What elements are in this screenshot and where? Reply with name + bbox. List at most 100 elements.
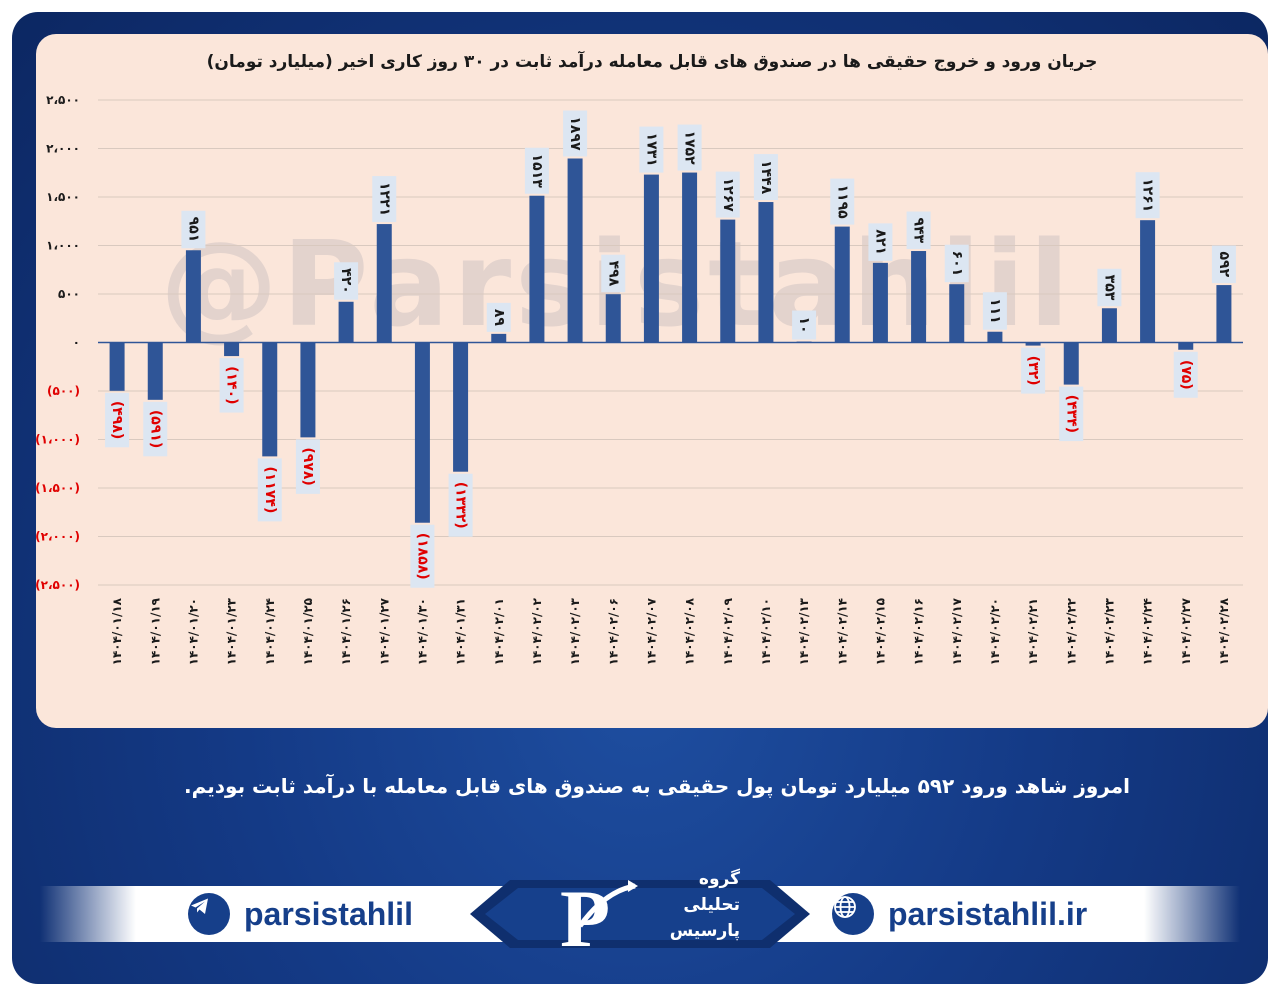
data-label-box bbox=[410, 524, 435, 588]
data-label: ۱۷۵۲ bbox=[677, 124, 702, 171]
bar bbox=[262, 342, 278, 457]
bar bbox=[376, 224, 392, 343]
data-label: ۹۴۳ bbox=[906, 211, 931, 250]
y-tick-label: (۵۰۰) bbox=[47, 384, 80, 398]
data-label: (۵۹۱) bbox=[143, 401, 168, 457]
bar bbox=[453, 342, 469, 472]
x-tick-label: ۱۴۰۴/۰۲/۲۰ bbox=[988, 598, 1002, 665]
data-label-text: (۴۹۸) bbox=[109, 401, 125, 439]
data-label-text: ۹۴۳ bbox=[911, 217, 927, 243]
data-label: ۱۲۲۱ bbox=[372, 176, 397, 223]
data-label-box bbox=[181, 210, 206, 249]
x-tick-label: ۱۴۰۴/۰۲/۰۲ bbox=[530, 597, 544, 665]
data-label-box bbox=[1211, 245, 1236, 284]
bar bbox=[682, 172, 698, 343]
data-label-text: ۱۰ bbox=[796, 316, 812, 333]
data-label-text: ۱۷۵۲ bbox=[682, 130, 698, 165]
bar bbox=[720, 219, 736, 343]
website-url: parsistahlil.ir bbox=[888, 895, 1088, 932]
telegram-link[interactable]: parsistahlil bbox=[188, 893, 413, 935]
x-tick-label: ۱۴۰۴/۰۱/۲۵ bbox=[301, 598, 315, 665]
data-label-text: ۱۱۹۵ bbox=[834, 184, 850, 219]
bar bbox=[1140, 220, 1156, 343]
logo-line-2: تحلیلی bbox=[683, 895, 740, 915]
data-label-box bbox=[1059, 386, 1084, 442]
data-label-box bbox=[143, 401, 168, 457]
data-label-text: ۵۹۲ bbox=[1216, 252, 1232, 278]
y-tick-label: (۲،۵۰۰) bbox=[35, 578, 80, 592]
data-label-box bbox=[982, 292, 1007, 330]
bar bbox=[414, 342, 430, 523]
data-label: ۱۷۳۱ bbox=[639, 126, 664, 173]
data-label-text: (۱۱۷۴) bbox=[262, 466, 278, 513]
y-tick-label: ۱،۵۰۰ bbox=[46, 190, 80, 204]
bar bbox=[1063, 342, 1079, 385]
bar bbox=[300, 342, 316, 438]
data-label-text: ۴۹۸ bbox=[605, 261, 621, 287]
data-label-text: ۱۸۹۷ bbox=[567, 116, 583, 151]
x-tick-label: ۱۴۰۴/۰۲/۰۶ bbox=[606, 598, 620, 665]
x-tick-label: ۱۴۰۴/۰۲/۱۴ bbox=[835, 598, 849, 665]
chart-title: جریان ورود و خروج حقیقی ها در صندوق های … bbox=[206, 52, 1098, 72]
data-label-text: (۴۳۴) bbox=[1063, 395, 1079, 433]
bar bbox=[567, 158, 583, 343]
data-label-box bbox=[1097, 268, 1122, 307]
data-label-box bbox=[1021, 347, 1046, 394]
data-label-text: ۱۲۶۷ bbox=[720, 178, 736, 213]
data-label-box bbox=[753, 154, 778, 201]
data-label-text: (۱۸۵۸) bbox=[414, 533, 430, 580]
data-label-text: (۱۳۳۲) bbox=[453, 482, 469, 529]
data-label: (۱۴۰) bbox=[219, 358, 244, 413]
data-label-box bbox=[219, 358, 244, 413]
data-label: ۱۴۴۸ bbox=[753, 154, 778, 201]
x-tick-label: ۱۴۰۴/۰۲/۲۲ bbox=[1064, 597, 1078, 665]
x-tick-label: ۱۴۰۴/۰۲/۲۱ bbox=[1026, 598, 1040, 665]
bar bbox=[1216, 285, 1232, 343]
y-tick-label: ۱،۰۰۰ bbox=[46, 239, 80, 253]
data-label: ۵۹۲ bbox=[1211, 245, 1236, 284]
data-label: ۴۹۸ bbox=[601, 254, 626, 293]
logo-text: گروه تحلیلی پارسیس bbox=[640, 866, 740, 944]
bars bbox=[109, 158, 1232, 523]
bar bbox=[643, 174, 659, 343]
data-label-text: (۷۵) bbox=[1178, 360, 1194, 390]
y-tick-label: (۱،۵۰۰) bbox=[35, 481, 80, 495]
y-tick-label: ۰ bbox=[73, 336, 80, 350]
logo-line-3: پارسیس bbox=[669, 921, 740, 941]
x-tick-label: ۱۴۰۴/۰۱/۳۰ bbox=[415, 598, 429, 665]
data-label-text: (۳۲) bbox=[1025, 356, 1041, 386]
bar bbox=[872, 262, 888, 343]
bar bbox=[1025, 342, 1041, 346]
x-tick-label: ۱۴۰۴/۰۲/۰۸ bbox=[683, 597, 697, 665]
summary-text: امروز شاهد ورود ۵۹۲ میلیارد تومان پول حق… bbox=[183, 774, 1130, 798]
data-label: ۱۰ bbox=[792, 310, 817, 340]
website-link[interactable]: parsistahlil.ir bbox=[832, 893, 1088, 935]
y-tick-label: (۲،۰۰۰) bbox=[35, 530, 80, 544]
x-tick-label: ۱۴۰۴/۰۱/۱۸ bbox=[110, 597, 124, 665]
x-axis: ۱۴۰۴/۰۱/۱۸ ۱۴۰۴/۰۱/۱۹ ۱۴۰۴/۰۱/۲۰ ۱۴۰۴/۰۱/۲۳… bbox=[98, 341, 1243, 665]
data-label: (۱۸۵۸) bbox=[410, 524, 435, 588]
bar bbox=[529, 195, 545, 343]
data-label-text: ۱۷۳۱ bbox=[643, 132, 659, 166]
data-label: ۸۲۱ bbox=[868, 223, 893, 261]
bar bbox=[338, 301, 354, 343]
x-tick-label: ۱۴۰۴/۰۲/۱۳ bbox=[797, 597, 811, 665]
data-label-box bbox=[563, 110, 588, 157]
bar bbox=[987, 331, 1003, 343]
data-label-box bbox=[257, 458, 282, 522]
data-label-text: ۱۲۲۱ bbox=[376, 182, 392, 216]
bar bbox=[147, 342, 163, 400]
data-label-box bbox=[448, 473, 473, 537]
data-label-box bbox=[105, 392, 130, 448]
data-label: (۱۱۷۴) bbox=[257, 458, 282, 522]
data-label: ۸۹ bbox=[486, 302, 511, 332]
data-label-box bbox=[830, 178, 855, 225]
x-tick-label: ۱۴۰۴/۰۱/۲۴ bbox=[263, 598, 277, 665]
data-label-box bbox=[295, 439, 320, 494]
data-label-text: ۶۰۱ bbox=[949, 251, 965, 277]
y-tick-label: ۲،۵۰۰ bbox=[46, 93, 80, 107]
data-label-box bbox=[1135, 172, 1160, 219]
x-tick-label: ۱۴۰۴/۰۱/۳۱ bbox=[454, 598, 468, 665]
data-label-text: ۸۲۱ bbox=[872, 229, 888, 255]
bar bbox=[109, 342, 125, 391]
